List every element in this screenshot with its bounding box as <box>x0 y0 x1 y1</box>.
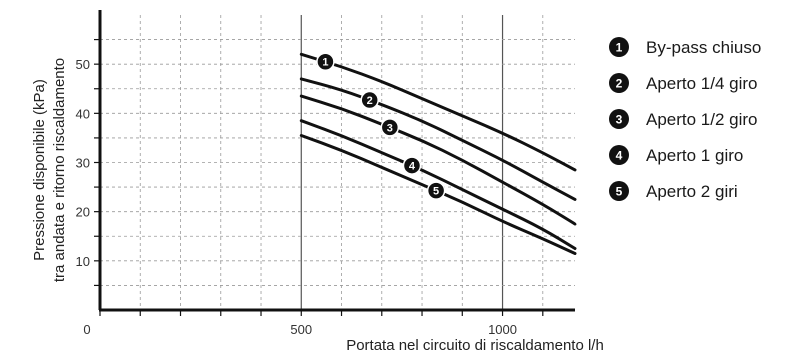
legend: 1 By-pass chiuso 2 Aperto 1/4 giro 3 Aperto 1… <box>609 37 761 201</box>
y-tick-label: 20 <box>76 205 90 220</box>
x-axis-title: Portata nel circuito di riscaldamento l/… <box>346 337 604 354</box>
series-badge-label: 4 <box>409 161 416 173</box>
series-badge-4 <box>402 156 422 175</box>
series-line-4 <box>299 119 577 250</box>
series-badge-label: 2 <box>367 95 373 107</box>
legend-label-3: Aperto 1/2 giro <box>646 110 758 129</box>
legend-badge-5 <box>609 181 629 201</box>
legend-badge-3 <box>609 109 629 129</box>
series-badge-2 <box>360 90 379 110</box>
axes <box>94 10 575 316</box>
y-tick-label: 10 <box>76 254 90 269</box>
grid <box>99 15 575 310</box>
legend-badge-label: 3 <box>616 113 623 127</box>
y-tick-label: 30 <box>76 156 90 171</box>
legend-badge-label: 4 <box>616 149 623 163</box>
legend-badge-label: 2 <box>616 77 623 91</box>
legend-badge-2 <box>609 73 629 93</box>
legend-badge-1 <box>609 37 629 57</box>
series-lines <box>299 52 577 255</box>
legend-label-5: Aperto 2 giri <box>646 182 738 201</box>
series-line-1 <box>299 52 577 172</box>
legend-badge-4 <box>609 145 629 165</box>
y-tick-label: 50 <box>76 57 90 72</box>
series-markers: 1 2 3 4 5 <box>316 52 446 200</box>
series-badge-5 <box>426 181 446 200</box>
y-axis-title-line-1: Pressione disponibile (kPa) <box>31 79 48 261</box>
series-badge-1 <box>316 52 335 71</box>
y-axis-title-line-2: tra andata e ritorno riscaldamento <box>51 58 68 282</box>
legend-label-1: By-pass chiuso <box>646 38 761 57</box>
x-tick-label: 0 <box>83 322 90 337</box>
series-badge-3 <box>380 118 400 137</box>
y-tick-label: 40 <box>76 106 90 121</box>
legend-label-2: Aperto 1/4 giro <box>646 74 758 93</box>
legend-badge-label: 1 <box>616 41 623 55</box>
legend-badge-label: 5 <box>616 185 623 199</box>
series-badge-label: 1 <box>322 57 328 69</box>
tick-labels: 0 500 1000 10 20 30 40 50 <box>76 57 517 337</box>
series-line-3 <box>299 94 577 226</box>
x-tick-label: 1000 <box>488 322 517 337</box>
legend-label-4: Aperto 1 giro <box>646 146 743 165</box>
x-tick-label: 500 <box>290 322 312 337</box>
series-line-2 <box>299 77 577 201</box>
series-badge-label: 3 <box>387 122 393 134</box>
series-badge-label: 5 <box>433 186 439 198</box>
